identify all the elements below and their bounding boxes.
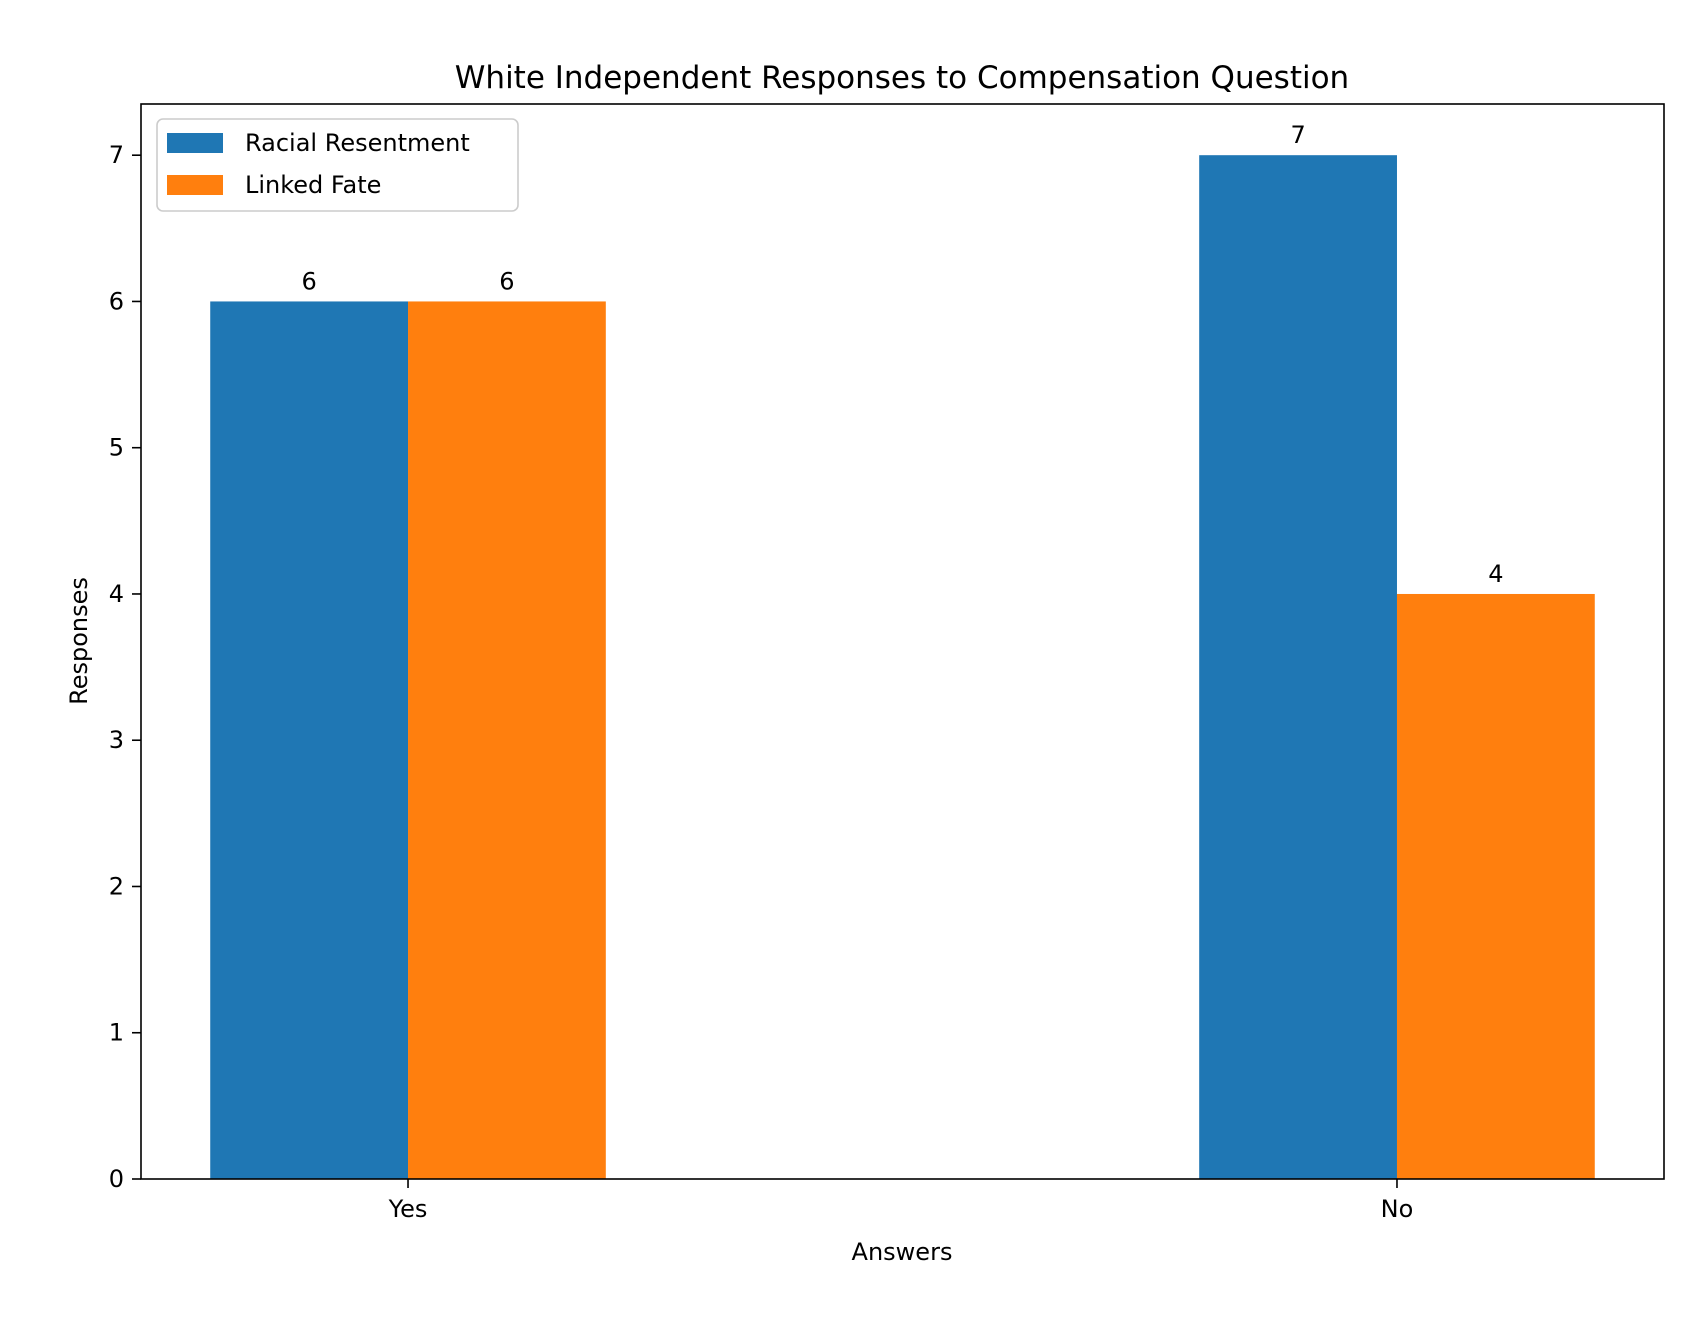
bar-racial-resentment-yes: [210, 301, 409, 1179]
legend-swatch-racial-resentment: [167, 133, 223, 153]
y-tick-label-4: 4: [109, 580, 124, 608]
data-labels-group: 6 7 6 4: [301, 121, 1503, 588]
legend: Racial Resentment Linked Fate: [156, 118, 519, 212]
chart-title: White Independent Responses to Compensat…: [455, 60, 1349, 96]
data-label-linked-fate-no: 4: [1488, 560, 1503, 588]
legend-box: [156, 118, 519, 212]
y-axis: 0 1 2 3 4 5 6 7: [109, 141, 141, 1193]
bar-linked-fate-yes: [408, 301, 606, 1179]
y-tick-label-0: 0: [109, 1165, 124, 1193]
y-tick-label-3: 3: [109, 726, 124, 754]
y-tick-label-7: 7: [109, 141, 124, 169]
legend-label-linked-fate: Linked Fate: [245, 171, 381, 199]
legend-label-racial-resentment: Racial Resentment: [245, 129, 470, 157]
x-tick-label-no: No: [1381, 1195, 1414, 1223]
x-axis: Yes No: [388, 1179, 1414, 1223]
x-tick-label-yes: Yes: [388, 1195, 428, 1223]
y-tick-label-1: 1: [109, 1019, 124, 1047]
y-tick-label-5: 5: [109, 434, 124, 462]
y-tick-label-6: 6: [109, 287, 124, 315]
bars-group: [210, 155, 1595, 1179]
data-label-racial-resentment-no: 7: [1290, 121, 1305, 149]
y-tick-label-2: 2: [109, 872, 124, 900]
plot-frame: [140, 103, 1665, 1180]
data-label-racial-resentment-yes: 6: [301, 267, 316, 295]
bar-racial-resentment-no: [1199, 155, 1397, 1179]
data-label-linked-fate-yes: 6: [499, 267, 514, 295]
y-axis-label: Responses: [65, 577, 93, 705]
x-axis-label: Answers: [852, 1238, 953, 1266]
legend-swatch-linked-fate: [167, 175, 223, 195]
bar-linked-fate-no: [1396, 593, 1595, 1179]
